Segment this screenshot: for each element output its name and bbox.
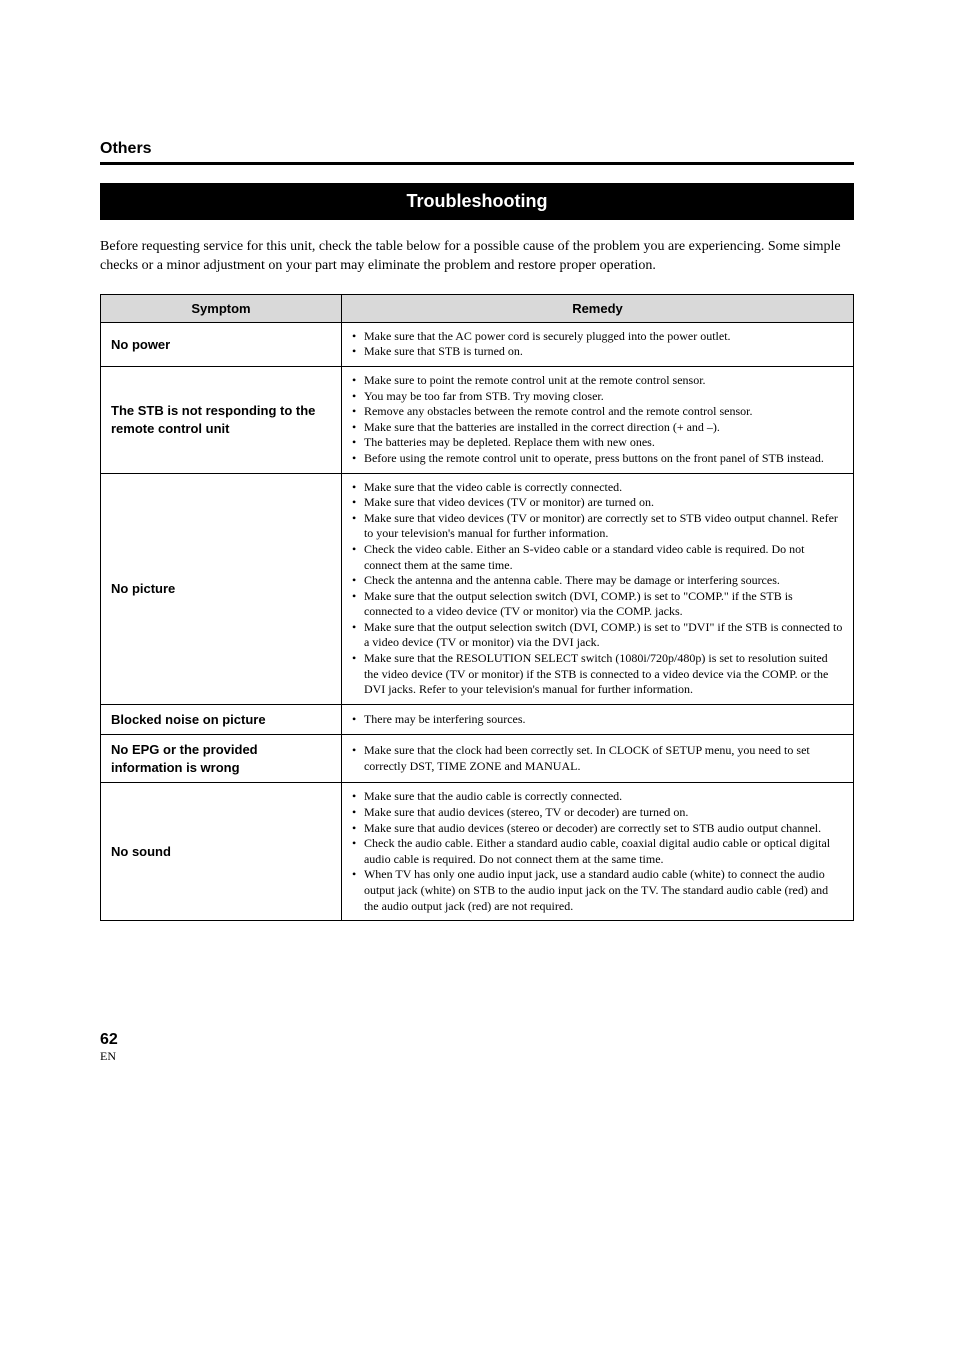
remedy-cell: •Make sure that the audio cable is corre…: [341, 783, 853, 921]
section-rule: [100, 162, 854, 165]
remedy-text: Make sure that the RESOLUTION SELECT swi…: [364, 651, 843, 698]
remedy-text: Make sure that video devices (TV or moni…: [364, 511, 843, 542]
bullet-dot-icon: •: [352, 480, 364, 496]
remedy-text: Make sure that the output selection swit…: [364, 589, 843, 620]
remedy-text: Make sure that the output selection swit…: [364, 620, 843, 651]
bullet-dot-icon: •: [352, 743, 364, 774]
bullet-dot-icon: •: [352, 511, 364, 542]
symptom-cell: No power: [101, 322, 342, 366]
remedy-bullet: •Make sure that STB is turned on.: [352, 344, 843, 360]
bullet-dot-icon: •: [352, 404, 364, 420]
remedy-bullet: •Make sure that the audio cable is corre…: [352, 789, 843, 805]
remedy-text: Make sure that video devices (TV or moni…: [364, 495, 843, 511]
remedy-text: Check the audio cable. Either a standard…: [364, 836, 843, 867]
table-row: No sound•Make sure that the audio cable …: [101, 783, 854, 921]
symptom-cell: No sound: [101, 783, 342, 921]
remedy-bullet: •Before using the remote control unit to…: [352, 451, 843, 467]
page-container: Others Troubleshooting Before requesting…: [0, 0, 954, 1124]
remedy-bullet: •Check the audio cable. Either a standar…: [352, 836, 843, 867]
bullet-dot-icon: •: [352, 389, 364, 405]
symptom-cell: No picture: [101, 473, 342, 704]
bullet-dot-icon: •: [352, 867, 364, 914]
table-row: No EPG or the provided information is wr…: [101, 735, 854, 783]
remedy-text: Remove any obstacles between the remote …: [364, 404, 843, 420]
bullet-dot-icon: •: [352, 344, 364, 360]
bullet-dot-icon: •: [352, 789, 364, 805]
remedy-bullet: •Check the antenna and the antenna cable…: [352, 573, 843, 589]
bullet-dot-icon: •: [352, 451, 364, 467]
table-row: Blocked noise on picture •There may be in…: [101, 704, 854, 735]
remedy-bullet: •Make sure to point the remote control u…: [352, 373, 843, 389]
bullet-dot-icon: •: [352, 836, 364, 867]
table-header-row: Symptom Remedy: [101, 294, 854, 322]
remedy-bullet: •The batteries may be depleted. Replace …: [352, 435, 843, 451]
bullet-dot-icon: •: [352, 620, 364, 651]
remedy-text: The batteries may be depleted. Replace t…: [364, 435, 843, 451]
table-row: The STB is not responding to the remote …: [101, 366, 854, 473]
remedy-text: Make sure that audio devices (stereo, TV…: [364, 805, 843, 821]
remedy-bullet: •Make sure that the clock had been corre…: [352, 743, 843, 774]
bullet-dot-icon: •: [352, 435, 364, 451]
remedy-bullet: •Make sure that the AC power cord is sec…: [352, 329, 843, 345]
remedy-text: Make sure that audio devices (stereo or …: [364, 821, 843, 837]
remedy-text: Make sure that the audio cable is correc…: [364, 789, 843, 805]
bullet-dot-icon: •: [352, 573, 364, 589]
bullet-dot-icon: •: [352, 712, 364, 728]
remedy-text: Make sure to point the remote control un…: [364, 373, 843, 389]
remedy-bullet: •Make sure that the output selection swi…: [352, 620, 843, 651]
remedy-cell: •Make sure that the AC power cord is sec…: [341, 322, 853, 366]
page-title: Troubleshooting: [100, 183, 854, 220]
bullet-dot-icon: •: [352, 542, 364, 573]
remedy-text: Make sure that the AC power cord is secu…: [364, 329, 843, 345]
bullet-dot-icon: •: [352, 821, 364, 837]
remedy-text: Make sure that the clock had been correc…: [364, 743, 843, 774]
remedy-bullet: •Make sure that the batteries are instal…: [352, 420, 843, 436]
remedy-cell: •Make sure that the clock had been corre…: [341, 735, 853, 783]
remedy-text: Check the antenna and the antenna cable.…: [364, 573, 843, 589]
bullet-dot-icon: •: [352, 373, 364, 389]
remedy-text: Make sure that the batteries are install…: [364, 420, 843, 436]
remedy-bullet: •When TV has only one audio input jack, …: [352, 867, 843, 914]
remedy-bullet: •Make sure that audio devices (stereo, T…: [352, 805, 843, 821]
col-header-symptom: Symptom: [101, 294, 342, 322]
page-number: 62: [100, 1031, 854, 1049]
symptom-cell: Blocked noise on picture: [101, 704, 342, 735]
bullet-dot-icon: •: [352, 589, 364, 620]
remedy-cell: •There may be interfering sources.: [341, 704, 853, 735]
remedy-bullet: •Make sure that video devices (TV or mon…: [352, 495, 843, 511]
remedy-text: There may be interfering sources.: [364, 712, 843, 728]
remedy-bullet: •Check the video cable. Either an S-vide…: [352, 542, 843, 573]
bullet-dot-icon: •: [352, 420, 364, 436]
table-row: No power •Make sure that the AC power cor…: [101, 322, 854, 366]
remedy-bullet: •Make sure that the RESOLUTION SELECT sw…: [352, 651, 843, 698]
table-body: No power•Make sure that the AC power cor…: [101, 322, 854, 920]
remedy-cell: •Make sure that the video cable is corre…: [341, 473, 853, 704]
bullet-dot-icon: •: [352, 805, 364, 821]
section-label: Others: [100, 140, 854, 158]
remedy-bullet: •You may be too far from STB. Try moving…: [352, 389, 843, 405]
remedy-bullet: •Remove any obstacles between the remote…: [352, 404, 843, 420]
col-header-remedy: Remedy: [341, 294, 853, 322]
remedy-bullet: •Make sure that video devices (TV or mon…: [352, 511, 843, 542]
remedy-bullet: •Make sure that the output selection swi…: [352, 589, 843, 620]
symptom-cell: The STB is not responding to the remote …: [101, 366, 342, 473]
remedy-cell: •Make sure to point the remote control u…: [341, 366, 853, 473]
symptom-cell: No EPG or the provided information is wr…: [101, 735, 342, 783]
troubleshooting-table: Symptom Remedy No power•Make sure that t…: [100, 294, 854, 921]
table-row: No picture•Make sure that the video cabl…: [101, 473, 854, 704]
bullet-dot-icon: •: [352, 651, 364, 698]
remedy-text: Make sure that STB is turned on.: [364, 344, 843, 360]
remedy-text: Make sure that the video cable is correc…: [364, 480, 843, 496]
remedy-bullet: •There may be interfering sources.: [352, 712, 843, 728]
bullet-dot-icon: •: [352, 495, 364, 511]
remedy-bullet: •Make sure that the video cable is corre…: [352, 480, 843, 496]
remedy-text: When TV has only one audio input jack, u…: [364, 867, 843, 914]
remedy-text: Before using the remote control unit to …: [364, 451, 843, 467]
bullet-dot-icon: •: [352, 329, 364, 345]
remedy-text: Check the video cable. Either an S-video…: [364, 542, 843, 573]
page-language: EN: [100, 1049, 854, 1064]
remedy-bullet: •Make sure that audio devices (stereo or…: [352, 821, 843, 837]
remedy-text: You may be too far from STB. Try moving …: [364, 389, 843, 405]
intro-paragraph: Before requesting service for this unit,…: [100, 238, 854, 276]
